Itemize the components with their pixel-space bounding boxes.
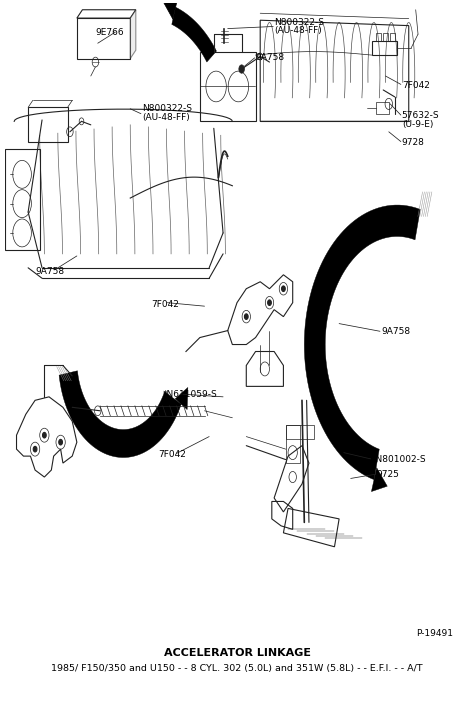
- Circle shape: [33, 446, 37, 452]
- Bar: [390, 33, 395, 41]
- Circle shape: [245, 314, 248, 319]
- Text: ACCELERATOR LINKAGE: ACCELERATOR LINKAGE: [164, 647, 310, 658]
- Text: N800322-S: N800322-S: [142, 104, 192, 113]
- Polygon shape: [175, 387, 188, 410]
- Text: *N611059-S: *N611059-S: [163, 390, 218, 399]
- Text: (AU-48-FF): (AU-48-FF): [142, 112, 190, 122]
- Circle shape: [268, 300, 271, 306]
- Polygon shape: [304, 205, 420, 479]
- Text: 9725: 9725: [376, 470, 399, 479]
- Text: 9E766: 9E766: [95, 27, 124, 37]
- Bar: [28, 108, 68, 142]
- Polygon shape: [59, 370, 181, 458]
- Text: P-19491: P-19491: [416, 629, 453, 638]
- Text: (AU-48-FF): (AU-48-FF): [274, 26, 322, 35]
- Text: 9A758: 9A758: [35, 267, 64, 276]
- Bar: [200, 51, 255, 122]
- Bar: [376, 102, 389, 115]
- Bar: [286, 425, 314, 439]
- Circle shape: [43, 432, 46, 438]
- Text: 57632-S: 57632-S: [402, 111, 439, 120]
- Bar: [376, 33, 381, 41]
- Bar: [77, 18, 130, 58]
- Circle shape: [239, 65, 245, 73]
- Polygon shape: [372, 467, 387, 491]
- Polygon shape: [161, 0, 178, 19]
- Bar: [383, 33, 388, 41]
- Text: N800322-S: N800322-S: [274, 18, 324, 27]
- Text: 7F042: 7F042: [158, 450, 186, 459]
- Text: 1985/ F150/350 and U150 - - 8 CYL. 302 (5.0L) and 351W (5.8L) - - E.F.I. - - A/T: 1985/ F150/350 and U150 - - 8 CYL. 302 (…: [51, 664, 423, 673]
- Polygon shape: [130, 10, 136, 58]
- Text: 7F042: 7F042: [402, 81, 429, 89]
- Polygon shape: [172, 7, 217, 62]
- Bar: [372, 41, 397, 55]
- Text: 9A758: 9A758: [381, 328, 410, 337]
- Text: (U-9-E): (U-9-E): [402, 120, 433, 129]
- Text: *N801002-S: *N801002-S: [372, 455, 426, 464]
- Text: 7F042: 7F042: [151, 299, 179, 309]
- Circle shape: [282, 286, 285, 292]
- Text: 9A758: 9A758: [255, 53, 285, 62]
- Circle shape: [59, 439, 63, 445]
- Bar: [5, 149, 40, 250]
- Text: 9728: 9728: [402, 138, 425, 147]
- Bar: [286, 425, 300, 463]
